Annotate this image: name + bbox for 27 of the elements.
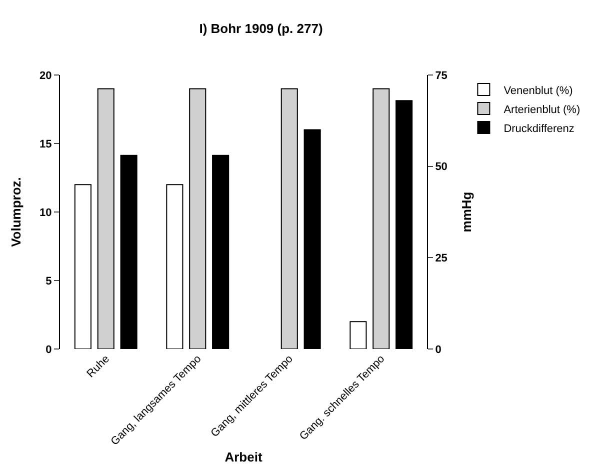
bar	[74, 184, 92, 349]
legend-label: Arterienblut (%)	[504, 104, 580, 116]
y-axis-title: Volumproz.	[8, 177, 24, 247]
y2-tick-label: 50	[435, 161, 448, 174]
bar	[189, 88, 206, 349]
legend-label: Venenblut (%)	[504, 84, 573, 97]
y-tick-label: 0	[46, 344, 52, 356]
y-tick-label: 10	[40, 206, 52, 219]
bar	[120, 154, 138, 349]
y2-tick-label: 25	[435, 252, 448, 265]
y2-axis-title: mmHg	[459, 192, 474, 232]
bar	[212, 154, 230, 349]
bar	[97, 88, 114, 349]
y-tick-label: 20	[40, 70, 52, 82]
bar	[396, 100, 413, 349]
y2-tick-label: 75	[435, 70, 448, 82]
bar	[280, 88, 298, 349]
chart-title: I) Bohr 1909 (p. 277)	[199, 20, 323, 36]
y-tick-label: 5	[46, 275, 52, 288]
bar	[372, 88, 390, 349]
y-tick-label: 15	[40, 138, 52, 150]
legend-label: Druckdifferenz	[504, 122, 574, 135]
y2-tick-label: 0	[435, 344, 442, 356]
bar	[350, 321, 367, 349]
bar	[304, 129, 321, 349]
x-axis-title: Arbeit	[224, 449, 263, 464]
bar	[166, 184, 184, 349]
